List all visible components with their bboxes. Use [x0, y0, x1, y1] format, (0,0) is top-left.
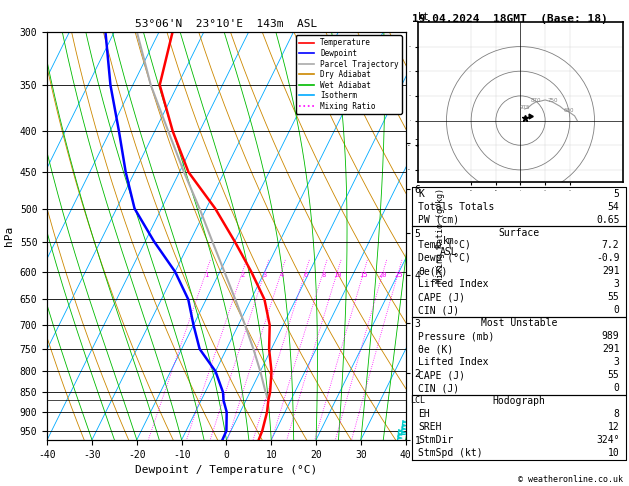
- Text: 3: 3: [263, 272, 267, 278]
- Text: EH: EH: [418, 410, 430, 419]
- Text: 600: 600: [564, 108, 574, 113]
- Y-axis label: km
ASL: km ASL: [440, 236, 457, 257]
- Text: θe (K): θe (K): [418, 345, 454, 354]
- Text: 7.2: 7.2: [602, 241, 620, 250]
- Text: © weatheronline.co.uk: © weatheronline.co.uk: [518, 474, 623, 484]
- Text: Most Unstable: Most Unstable: [481, 318, 557, 329]
- Text: 4: 4: [279, 272, 284, 278]
- Text: K: K: [418, 189, 425, 198]
- Text: 55: 55: [608, 293, 620, 302]
- Y-axis label: hPa: hPa: [4, 226, 14, 246]
- Text: 10: 10: [608, 449, 620, 458]
- Text: 750: 750: [547, 98, 558, 103]
- Text: 0: 0: [613, 383, 620, 394]
- Text: 291: 291: [602, 266, 620, 277]
- Text: CIN (J): CIN (J): [418, 306, 460, 315]
- Text: 15: 15: [360, 272, 368, 278]
- Text: 8: 8: [321, 272, 325, 278]
- Legend: Temperature, Dewpoint, Parcel Trajectory, Dry Adiabat, Wet Adiabat, Isotherm, Mi: Temperature, Dewpoint, Parcel Trajectory…: [296, 35, 402, 114]
- Text: SREH: SREH: [418, 422, 442, 433]
- Text: 12: 12: [608, 422, 620, 433]
- Text: CAPE (J): CAPE (J): [418, 370, 465, 381]
- Text: -0.9: -0.9: [596, 254, 620, 263]
- Text: 324°: 324°: [596, 435, 620, 446]
- Text: 3: 3: [613, 279, 620, 290]
- Text: kt: kt: [418, 12, 430, 22]
- Text: 870: 870: [531, 98, 542, 103]
- Text: CAPE (J): CAPE (J): [418, 293, 465, 302]
- Text: 8: 8: [613, 410, 620, 419]
- Text: 6: 6: [303, 272, 308, 278]
- Text: 989: 989: [602, 331, 620, 342]
- Title: 53°06'N  23°10'E  143m  ASL: 53°06'N 23°10'E 143m ASL: [135, 19, 318, 30]
- Text: 3: 3: [613, 358, 620, 367]
- Text: 0.65: 0.65: [596, 214, 620, 225]
- Text: 19.04.2024  18GMT  (Base: 18): 19.04.2024 18GMT (Base: 18): [412, 14, 608, 24]
- Text: 975: 975: [520, 105, 530, 110]
- Text: 25: 25: [394, 272, 403, 278]
- Text: 2: 2: [240, 272, 245, 278]
- Text: Hodograph: Hodograph: [493, 397, 545, 406]
- Text: 1: 1: [204, 272, 208, 278]
- Text: Totals Totals: Totals Totals: [418, 202, 495, 211]
- Text: Dewp (°C): Dewp (°C): [418, 254, 471, 263]
- Text: StmSpd (kt): StmSpd (kt): [418, 449, 483, 458]
- Text: LCL: LCL: [410, 396, 425, 405]
- Text: Temp (°C): Temp (°C): [418, 241, 471, 250]
- Text: Lifted Index: Lifted Index: [418, 279, 489, 290]
- Text: CIN (J): CIN (J): [418, 383, 460, 394]
- Text: 291: 291: [602, 345, 620, 354]
- Text: Lifted Index: Lifted Index: [418, 358, 489, 367]
- Text: Pressure (mb): Pressure (mb): [418, 331, 495, 342]
- Text: StmDir: StmDir: [418, 435, 454, 446]
- Text: Surface: Surface: [498, 227, 540, 238]
- Text: 10: 10: [333, 272, 342, 278]
- X-axis label: Dewpoint / Temperature (°C): Dewpoint / Temperature (°C): [135, 465, 318, 475]
- Text: 54: 54: [608, 202, 620, 211]
- Text: 5: 5: [613, 189, 620, 198]
- Text: Mixing Ratio (g/kg): Mixing Ratio (g/kg): [436, 188, 445, 283]
- Text: θe(K): θe(K): [418, 266, 448, 277]
- Text: 20: 20: [379, 272, 387, 278]
- Text: 0: 0: [613, 306, 620, 315]
- Text: 55: 55: [608, 370, 620, 381]
- Text: PW (cm): PW (cm): [418, 214, 460, 225]
